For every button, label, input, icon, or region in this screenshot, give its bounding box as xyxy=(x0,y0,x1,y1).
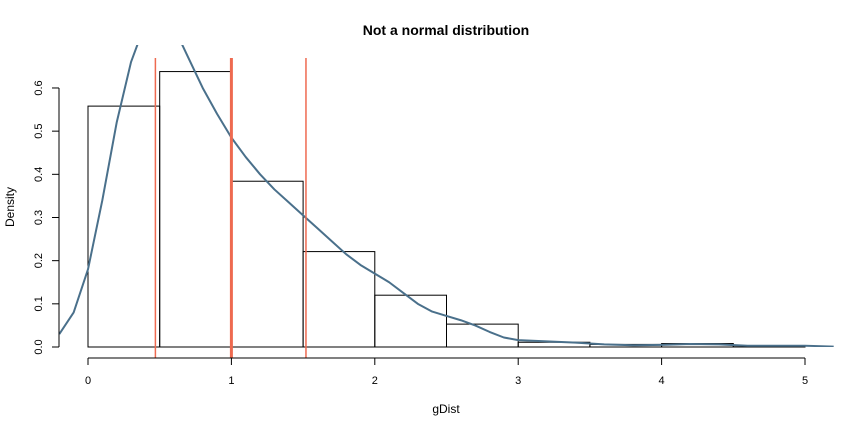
reference-lines xyxy=(154,58,307,358)
histogram-bar-0 xyxy=(87,105,161,348)
y-tick-label-6: 0.6 xyxy=(33,80,45,95)
histogram-bar-3 xyxy=(302,251,376,348)
x-tick-label-1: 1 xyxy=(228,375,234,387)
y-tick-label-3: 0.3 xyxy=(33,210,45,225)
histogram-bar-5 xyxy=(446,323,519,348)
x-tick-label-4: 4 xyxy=(659,375,665,387)
y-tick-label-2: 0.2 xyxy=(33,253,45,268)
y-tick-label-1: 0.1 xyxy=(33,296,45,311)
y-tick-label-0: 0.0 xyxy=(33,339,45,354)
x-axis: 0 1 2 3 4 5 xyxy=(85,357,808,387)
y-axis-label: Density xyxy=(3,187,17,227)
histogram-bar-4 xyxy=(374,294,447,348)
x-tick-label-2: 2 xyxy=(372,375,378,387)
x-axis-label: gDist xyxy=(432,402,460,416)
histogram-bars xyxy=(87,71,806,348)
density-curve xyxy=(59,45,834,347)
density-curve-layer xyxy=(59,45,834,347)
y-tick-label-5: 0.5 xyxy=(33,124,45,139)
x-tick-label-0: 0 xyxy=(85,375,91,387)
x-tick-label-5: 5 xyxy=(802,375,808,387)
histogram-bar-1 xyxy=(159,71,232,348)
x-tick-label-3: 3 xyxy=(515,375,521,387)
chart-title: Not a normal distribution xyxy=(363,22,529,38)
y-axis: 0.0 0.1 0.2 0.3 0.4 0.5 0.6 xyxy=(33,80,60,355)
y-tick-label-4: 0.4 xyxy=(33,167,45,182)
